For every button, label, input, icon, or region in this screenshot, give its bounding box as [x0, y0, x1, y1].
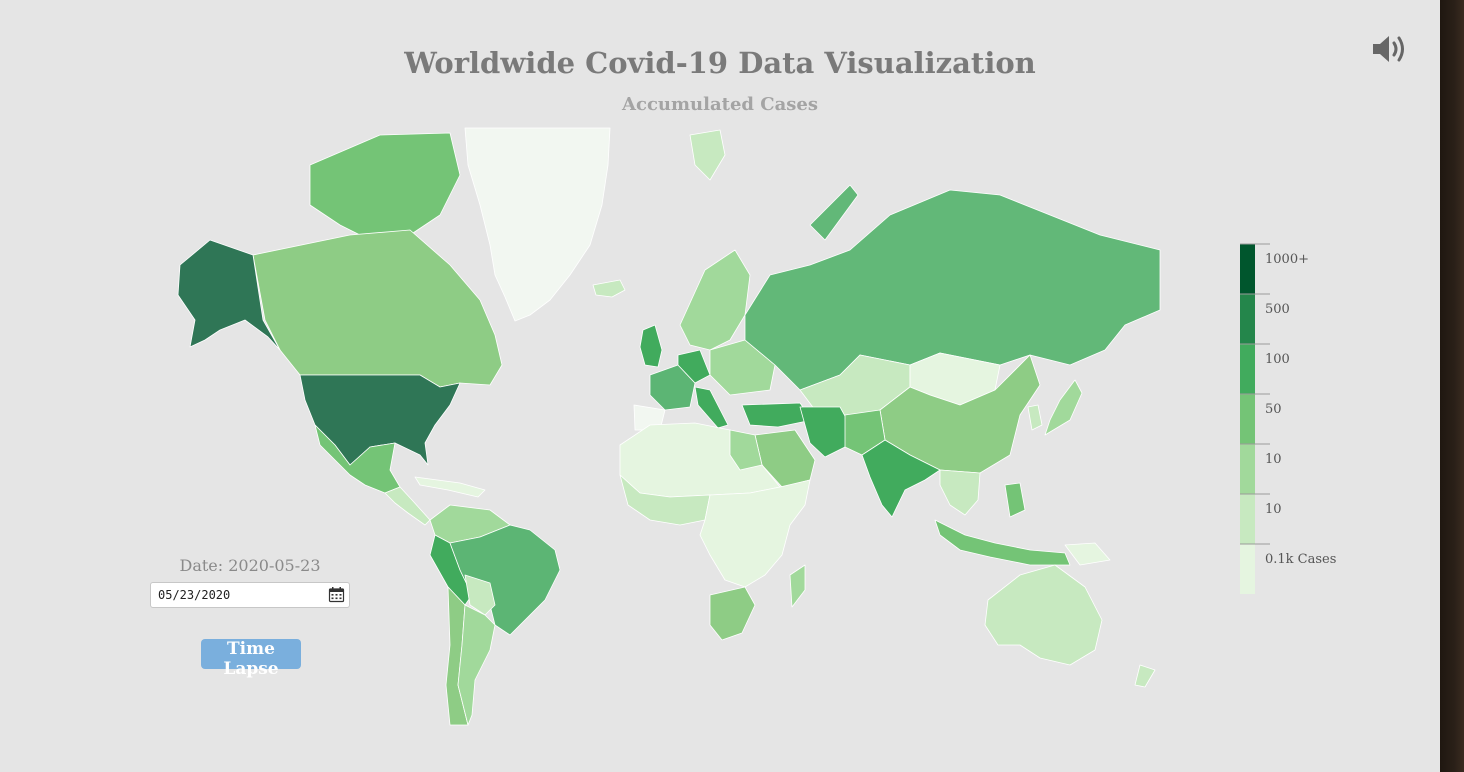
desktop-background-edge [1440, 0, 1464, 772]
country-indonesia[interactable] [934, 519, 1071, 566]
country-central-east-africa[interactable] [699, 479, 811, 588]
legend-label: 10 [1265, 502, 1282, 517]
country-russia-islands[interactable] [809, 184, 859, 241]
country-uk[interactable] [639, 324, 663, 368]
country-svalbard[interactable] [689, 129, 726, 181]
time-lapse-button[interactable]: Time Lapse [201, 639, 301, 679]
legend-label: 10 [1265, 452, 1282, 467]
legend-swatch [1240, 544, 1255, 594]
country-bolivia[interactable] [464, 574, 496, 616]
country-southeast-asia[interactable] [939, 469, 981, 516]
country-australia[interactable] [984, 564, 1103, 666]
country-korea[interactable] [1027, 404, 1043, 431]
country-egypt[interactable] [729, 429, 763, 471]
page-subtitle: Accumulated Cases [622, 94, 818, 115]
country-madagascar[interactable] [789, 564, 806, 608]
country-iceland[interactable] [592, 279, 626, 298]
country-philippines[interactable] [1004, 482, 1026, 518]
calendar-icon[interactable] [328, 586, 345, 603]
page-title: Worldwide Covid-19 Data Visualization [404, 46, 1036, 80]
country-greenland[interactable] [464, 127, 611, 322]
legend-swatch [1240, 494, 1255, 544]
country-italy[interactable] [694, 386, 729, 429]
country-germany[interactable] [677, 349, 711, 384]
date-input[interactable]: 05/23/2020 [150, 582, 350, 608]
country-new-zealand[interactable] [1134, 664, 1156, 688]
legend-label: 50 [1265, 402, 1282, 417]
legend-swatch [1240, 344, 1255, 394]
legend-swatch [1240, 444, 1255, 494]
country-papua-new-guinea[interactable] [1064, 542, 1111, 566]
country-japan[interactable] [1044, 379, 1083, 436]
legend-label: 500 [1265, 302, 1290, 317]
legend-swatch [1240, 244, 1255, 294]
legend-swatch [1240, 294, 1255, 344]
legend-label: 0.1k Cases [1265, 552, 1336, 567]
country-central-america[interactable] [384, 486, 431, 526]
legend-swatch [1240, 394, 1255, 444]
speaker-volume-icon[interactable] [1370, 32, 1410, 66]
legend-label: 1000+ [1265, 252, 1309, 267]
country-south-africa[interactable] [709, 586, 756, 641]
world-map[interactable] [150, 125, 1165, 735]
country-usa-alaska[interactable] [177, 239, 281, 351]
country-argentina[interactable] [457, 604, 496, 726]
country-scandinavia[interactable] [679, 249, 751, 351]
country-caribbean[interactable] [414, 476, 486, 498]
country-turkey[interactable] [741, 402, 813, 428]
country-canada[interactable] [252, 229, 503, 388]
country-india[interactable] [861, 439, 941, 518]
legend-label: 100 [1265, 352, 1290, 367]
country-canada-islands[interactable] [309, 132, 461, 241]
date-label: Date: 2020-05-23 [179, 556, 321, 575]
legend: 1000+ 500 100 50 10 10 0.1k Cases [1240, 243, 1336, 594]
